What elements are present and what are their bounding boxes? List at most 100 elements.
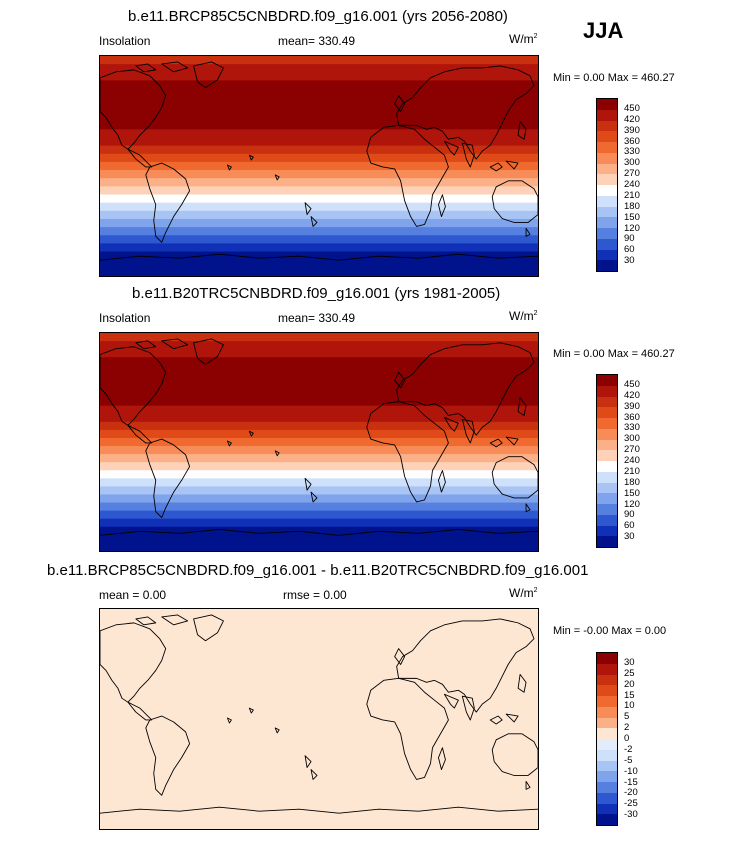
colorbar-tick-label: 330: [624, 146, 640, 158]
panel-3-colorbar: [596, 652, 618, 826]
colorbar-tick-label: 30: [624, 531, 635, 543]
insolation-band: [100, 153, 538, 163]
colorbar-tick-label: 180: [624, 476, 640, 488]
colorbar-swatch: [597, 450, 617, 461]
colorbar-tick-label: 25: [624, 667, 635, 679]
colorbar-tick-label: 2: [624, 722, 630, 734]
panel-2-variable-label: Insolation: [99, 311, 151, 325]
panel-1-units: W/m2: [509, 32, 538, 46]
colorbar-swatch: [597, 493, 617, 504]
colorbar-swatch: [597, 525, 617, 537]
insolation-band: [100, 121, 538, 130]
colorbar-tick-label: -30: [624, 809, 638, 821]
colorbar-swatch: [597, 728, 617, 739]
panel-2-colorbar: [596, 374, 618, 548]
insolation-band: [100, 478, 538, 487]
colorbar-swatch: [597, 109, 617, 121]
colorbar-tick-label: 270: [624, 168, 640, 180]
insolation-band: [100, 161, 538, 171]
colorbar-swatch: [597, 131, 617, 142]
colorbar-swatch: [597, 375, 617, 386]
insolation-band: [100, 357, 538, 366]
colorbar-tick-label: 15: [624, 689, 635, 701]
colorbar-swatch: [597, 217, 617, 228]
colorbar-tick-label: 90: [624, 509, 635, 521]
panel-1-map-svg: [100, 56, 538, 276]
insolation-band: [100, 218, 538, 228]
insolation-band: [100, 96, 538, 106]
insolation-band: [100, 381, 538, 391]
colorbar-swatch: [597, 120, 617, 132]
insolation-band: [100, 202, 538, 212]
colorbar-swatch: [597, 674, 617, 686]
colorbar-tick-label: 60: [624, 520, 635, 532]
insolation-band: [100, 494, 538, 504]
colorbar-swatch: [597, 749, 617, 761]
insolation-band: [100, 510, 538, 520]
insolation-band: [100, 235, 538, 245]
insolation-band: [100, 72, 538, 82]
colorbar-swatch: [597, 385, 617, 397]
panel-3-title: b.e11.BRCP85C5CNBDRD.f09_g16.001 - b.e11…: [47, 562, 589, 579]
colorbar-tick-label: 240: [624, 455, 640, 466]
panel-1-map: [99, 55, 539, 277]
panel-2-map-svg: [100, 333, 538, 551]
panel-3-mean-label: mean = 0.00: [99, 588, 167, 602]
insolation-band: [100, 454, 538, 463]
colorbar-tick-label: 330: [624, 422, 640, 434]
colorbar-swatch: [597, 260, 617, 271]
colorbar-swatch: [597, 663, 617, 675]
colorbar-swatch: [597, 792, 617, 804]
insolation-band: [100, 259, 538, 269]
panel-3-rmse-label: rmse = 0.00: [283, 588, 347, 602]
insolation-band: [100, 534, 538, 544]
colorbar-swatch: [597, 504, 617, 515]
colorbar-swatch: [597, 428, 617, 440]
colorbar-tick-label: 60: [624, 244, 635, 256]
colorbar-swatch: [597, 696, 617, 707]
panel-1-minmax: Min = 0.00 Max = 460.27: [553, 72, 675, 84]
insolation-band: [100, 178, 538, 187]
insolation-band: [100, 113, 538, 122]
insolation-band: [100, 341, 538, 350]
colorbar-tick-label: 150: [624, 487, 640, 499]
panel-3-difference-field: [100, 609, 538, 829]
colorbar-swatch: [597, 471, 617, 483]
colorbar-swatch: [597, 228, 617, 239]
colorbar-swatch: [597, 142, 617, 153]
insolation-band: [100, 502, 538, 512]
panel-2-minmax: Min = 0.00 Max = 460.27: [553, 348, 675, 360]
colorbar-tick-label: -15: [624, 776, 638, 788]
panel-1-variable-label: Insolation: [99, 34, 151, 48]
colorbar-tick-label: 210: [624, 465, 640, 477]
colorbar-tick-label: 240: [624, 179, 640, 190]
panel-3-minmax: Min = -0.00 Max = 0.00: [553, 625, 667, 637]
insolation-band: [100, 251, 538, 261]
colorbar-tick-label: 270: [624, 444, 640, 456]
colorbar-tick-label: 10: [624, 700, 635, 712]
colorbar-tick-label: -2: [624, 743, 633, 755]
insolation-band: [100, 56, 538, 65]
insolation-band: [100, 80, 538, 90]
insolation-band: [100, 470, 538, 479]
season-label: JJA: [583, 18, 624, 43]
insolation-band: [100, 194, 538, 204]
insolation-band: [100, 88, 538, 98]
panel-3-map: [99, 608, 539, 830]
insolation-band: [100, 137, 538, 147]
colorbar-swatch: [597, 717, 617, 729]
insolation-band: [100, 145, 538, 155]
colorbar-swatch: [597, 739, 617, 750]
colorbar-tick-label: 300: [624, 433, 640, 445]
colorbar-swatch: [597, 396, 617, 408]
panel-1-insolation-bands: [100, 56, 538, 276]
panel-1-title: b.e11.BRCP85C5CNBDRD.f09_g16.001 (yrs 20…: [128, 8, 508, 25]
panel-3-units: W/m2: [509, 586, 538, 600]
insolation-band: [100, 227, 538, 236]
insolation-band: [100, 518, 538, 528]
colorbar-swatch: [597, 760, 617, 772]
insolation-band: [100, 170, 538, 179]
colorbar-swatch: [597, 803, 617, 815]
colorbar-swatch: [597, 536, 617, 547]
colorbar-swatch: [597, 685, 617, 696]
